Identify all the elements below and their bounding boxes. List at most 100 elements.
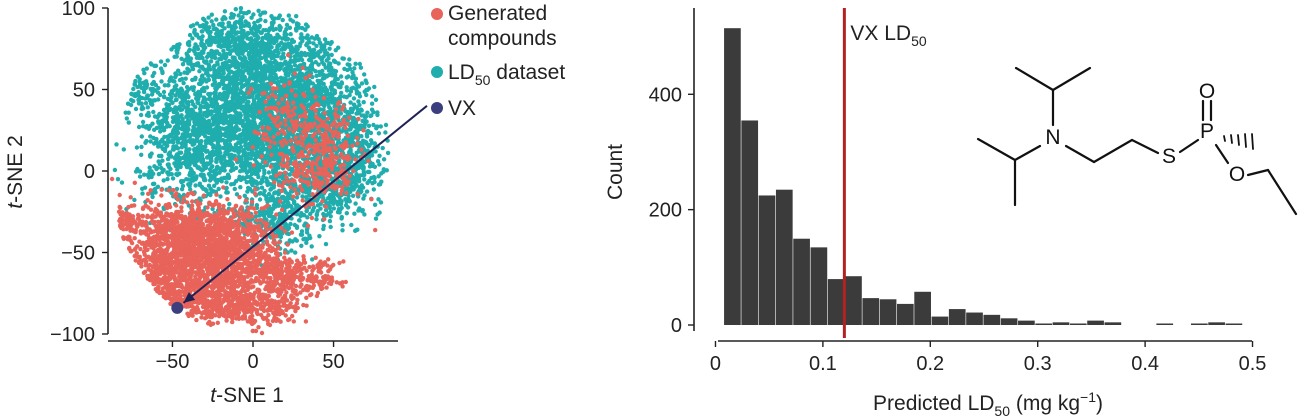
scatter-point — [258, 12, 263, 17]
scatter-point — [157, 111, 162, 117]
scatter-point — [171, 144, 176, 149]
scatter-point — [305, 33, 310, 38]
scatter-point — [193, 42, 198, 47]
scatter-point — [247, 36, 252, 42]
scatter-point — [189, 132, 194, 137]
scatter-point — [364, 80, 369, 86]
scatter-point — [377, 153, 382, 158]
scatter-point — [180, 102, 185, 108]
scatter-point — [246, 78, 251, 84]
scatter-point — [248, 71, 253, 76]
scatter-point — [237, 95, 243, 100]
scatter-point — [144, 123, 150, 129]
scatter-point — [383, 122, 389, 128]
scatter-point — [350, 193, 356, 198]
scatter-point — [221, 48, 226, 53]
scatter-point — [269, 77, 274, 82]
scatter-point — [293, 47, 298, 53]
scatter-point — [256, 101, 262, 106]
scatter-point — [179, 113, 184, 118]
scatter-point — [244, 107, 250, 113]
scatter-point — [237, 174, 242, 179]
scatter-point — [287, 65, 292, 70]
scatter-point — [214, 159, 219, 164]
scatter-point — [223, 133, 228, 139]
scatter-point — [233, 96, 238, 101]
scatter-point — [119, 180, 125, 185]
scatter-point — [208, 175, 214, 180]
scatter-point — [148, 139, 153, 144]
scatter-point — [115, 177, 121, 182]
scatter-point — [244, 180, 249, 185]
scatter-point — [271, 170, 276, 175]
scatter-point — [266, 191, 272, 197]
scatter-point — [142, 172, 147, 177]
scatter-point — [304, 42, 309, 48]
scatter-point — [272, 216, 277, 221]
scatter-point — [222, 15, 227, 20]
scatter-point — [279, 195, 285, 200]
scatter-point — [321, 223, 326, 229]
scatter-point — [328, 192, 333, 197]
scatter-point — [383, 130, 388, 135]
scatter-point — [180, 132, 185, 137]
scatter-point — [294, 14, 299, 19]
scatter-point — [193, 104, 198, 110]
scatter-point — [178, 150, 184, 155]
scatter-point — [198, 103, 203, 109]
scatter-point — [215, 49, 220, 54]
scatter-point — [269, 14, 274, 19]
scatter-point — [309, 35, 315, 40]
scatter-point — [159, 79, 164, 84]
scatter-point — [256, 163, 261, 168]
scatter-point — [347, 57, 352, 62]
scatter-point — [239, 74, 245, 79]
scatter-point — [284, 27, 289, 32]
scatter-point — [176, 68, 181, 73]
scatter-point — [240, 132, 245, 137]
scatter-point — [209, 12, 214, 17]
scatter-point — [281, 51, 286, 56]
scatter-point — [373, 97, 379, 103]
scatter-point — [299, 57, 305, 63]
scatter-point — [379, 171, 384, 176]
scatter-point — [216, 43, 221, 49]
scatter-point — [222, 60, 228, 66]
scatter-point — [368, 113, 373, 119]
scatter-point — [172, 79, 177, 84]
scatter-point — [221, 156, 226, 162]
scatter-point — [159, 153, 164, 158]
scatter-point — [293, 26, 299, 31]
scatter-point — [327, 218, 333, 224]
scatter-point — [168, 75, 174, 80]
scatter-point — [195, 96, 200, 101]
scatter-point — [209, 19, 214, 24]
scatter-point — [196, 35, 202, 40]
scatter-point — [244, 170, 250, 175]
scatter-point — [258, 191, 263, 196]
scatter-point — [227, 201, 232, 207]
scatter-point — [283, 189, 288, 195]
scatter-point — [357, 185, 362, 190]
scatter-point — [184, 56, 190, 61]
scatter-point — [150, 181, 156, 187]
scatter-point — [212, 54, 217, 59]
scatter-point — [190, 113, 196, 119]
scatter-point — [307, 93, 313, 98]
scatter-point — [353, 80, 358, 85]
scatter-point — [251, 98, 257, 103]
scatter-point — [152, 114, 158, 119]
scatter-point — [253, 23, 258, 29]
scatter-point — [201, 167, 206, 172]
scatter-point — [250, 76, 256, 81]
scatter-point — [194, 21, 200, 26]
scatter-point — [181, 80, 186, 86]
scatter-point — [158, 59, 164, 64]
scatter-point — [275, 32, 280, 37]
scatter-point — [348, 100, 353, 105]
scatter-point — [165, 110, 170, 116]
scatter-point — [238, 37, 244, 42]
scatter-point — [165, 96, 171, 102]
scatter-point — [338, 74, 344, 79]
